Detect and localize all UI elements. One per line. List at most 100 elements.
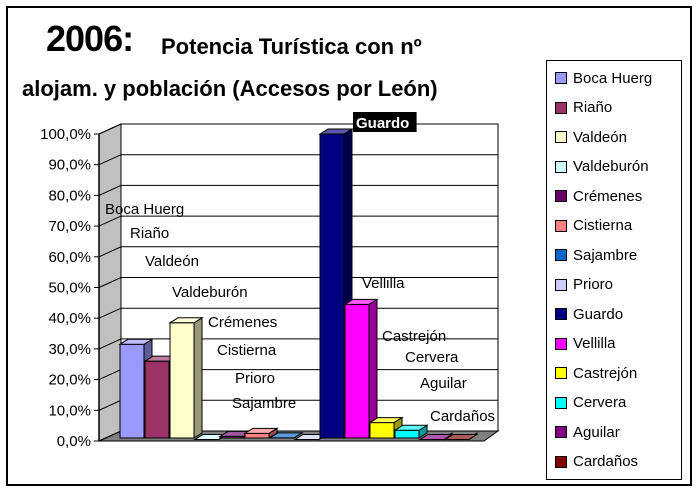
gridline (98, 184, 498, 196)
legend-item: Vellilla (555, 334, 616, 354)
legend-swatch (555, 367, 567, 379)
legend-swatch (555, 278, 567, 291)
legend-label: Aguilar (573, 423, 620, 441)
data-label-highlight (353, 112, 417, 132)
bar-side (193, 316, 203, 439)
legend-item: Aguilar (555, 422, 620, 442)
gridline (98, 246, 498, 258)
legend-swatch (555, 426, 567, 438)
bar-front (144, 360, 170, 439)
legend-swatch (555, 131, 567, 143)
bar-top (343, 298, 379, 305)
y-tick-label: 10,0% (48, 402, 91, 419)
legend-item: Castrejón (555, 363, 637, 383)
legend-item: Prioro (555, 275, 613, 295)
legend-swatch (555, 160, 567, 173)
legend-swatch (555, 249, 567, 261)
data-label: Valdeón (145, 253, 199, 270)
legend-label: Guardo (573, 305, 624, 323)
bar-front (369, 422, 395, 439)
legend-label: Cervera (573, 394, 627, 411)
bar-9 (343, 298, 379, 439)
bar-12 (418, 432, 454, 441)
legend-swatch (555, 219, 567, 232)
bar-front (244, 432, 270, 439)
legend-swatch (555, 190, 567, 202)
chart-title-line2: alojam. y población (Accesos por León) (22, 76, 438, 101)
gridline (98, 215, 498, 227)
bar-top (243, 427, 279, 434)
y-tick-label: 90,0% (48, 157, 91, 174)
legend-label: Valdeón (573, 128, 627, 146)
legend-swatch (555, 396, 567, 409)
data-label: Cistierna (217, 342, 277, 359)
legend-item: Valdeón (555, 127, 627, 147)
legend-item: Guardo (555, 304, 623, 324)
data-label: Prioro (235, 370, 275, 387)
bar-top (443, 433, 479, 440)
chart-title-year: 2006: (46, 18, 134, 59)
legend-label: Riaño (573, 99, 613, 116)
data-label: Castrejón (382, 328, 446, 345)
bar-front (344, 303, 370, 439)
legend-label: Boca Huerg (573, 69, 653, 87)
bar-top (393, 424, 429, 431)
bar-top (168, 317, 204, 324)
bar-front (119, 343, 145, 439)
legend-item: Riaño (555, 98, 612, 118)
legend-swatch (555, 308, 567, 320)
y-tick-label: 30,0% (48, 341, 91, 358)
data-label: Cervera (405, 349, 459, 366)
legend-label: Sajambre (573, 246, 638, 264)
y-tick-label: 100,0% (40, 126, 91, 143)
data-label: Aguilar (420, 375, 467, 392)
bar-front (319, 133, 345, 439)
bar-side (368, 298, 378, 439)
data-label: Vellilla (362, 275, 405, 292)
y-tick-label: 0,0% (57, 433, 91, 450)
bar-5 (243, 427, 279, 439)
bar-6 (268, 432, 304, 439)
legend-label: Castrejón (573, 364, 638, 382)
y-tick-label: 70,0% (48, 218, 91, 235)
legend-label: Prioro (573, 276, 614, 293)
legend-label: Crémenes (573, 187, 643, 205)
bar-front (394, 429, 420, 439)
bar-2 (168, 316, 204, 439)
legend-item: Cardaños (555, 452, 638, 472)
legend-swatch (555, 455, 567, 468)
data-label: Valdeburón (172, 284, 248, 301)
data-label: Crémenes (208, 314, 277, 331)
data-label: Boca Huerg (105, 201, 184, 218)
data-label: Cardaños (430, 408, 495, 425)
legend-item: Cervera (555, 393, 626, 413)
bar-front (169, 322, 195, 439)
bar-top (318, 128, 354, 135)
legend-label: Valdeburón (573, 158, 649, 175)
bar-11 (393, 424, 429, 439)
legend-label: Cistierna (573, 217, 633, 234)
gridline (98, 154, 498, 166)
gridline (98, 277, 498, 288)
legend-swatch (555, 101, 567, 114)
legend-swatch (555, 72, 567, 84)
y-tick-label: 40,0% (48, 310, 91, 327)
legend-item: Boca Huerg (555, 68, 652, 88)
bar-8 (318, 128, 354, 439)
legend-swatch (555, 337, 567, 350)
legend-label: Vellilla (573, 335, 616, 352)
bar-top (118, 338, 154, 345)
data-label: Riaño (130, 225, 169, 242)
bar-top (268, 432, 304, 439)
legend-item: Sajambre (555, 245, 637, 265)
bar-top (368, 417, 404, 424)
y-tick-label: 50,0% (48, 280, 91, 297)
y-tick-label: 60,0% (48, 249, 91, 266)
legend-item: Valdeburón (555, 157, 649, 177)
chart-title-line1: Potencia Turística con nº (161, 34, 422, 59)
bar-top (418, 433, 454, 440)
data-label: Guardo (356, 115, 409, 132)
chart-legend: Boca Huerg Riaño Valdeón Valdeburón Crémenes… (546, 60, 682, 480)
bar-13 (443, 432, 479, 441)
